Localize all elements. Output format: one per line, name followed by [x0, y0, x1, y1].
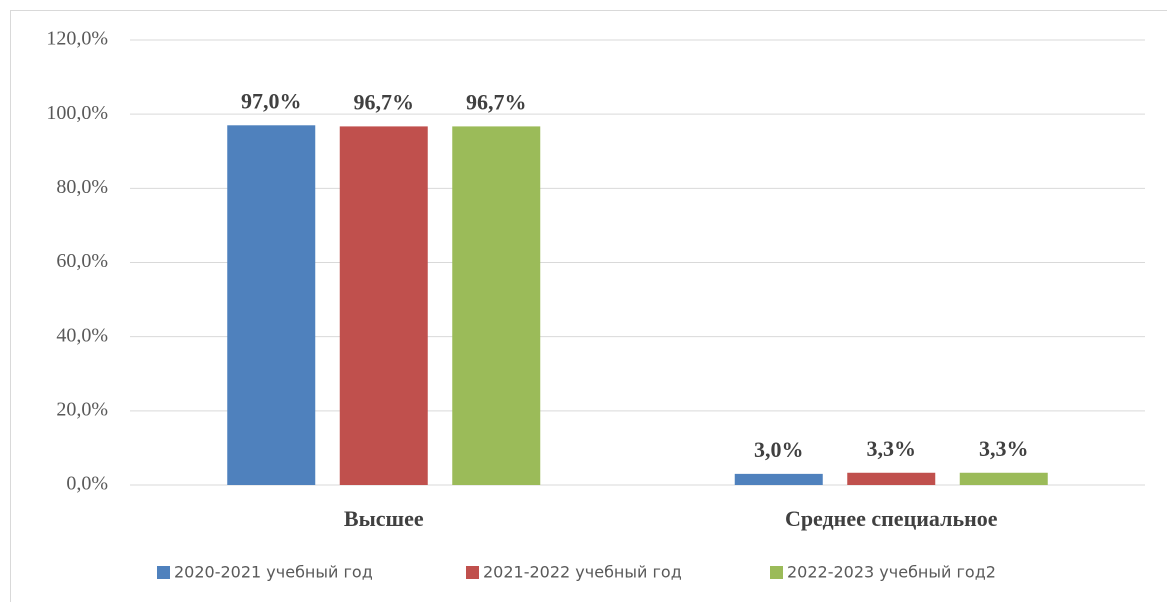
bar — [339, 126, 428, 485]
legend-label: 2022-2023 учебный год2 — [787, 563, 996, 582]
chart-frame — [10, 10, 1167, 602]
legend-swatch — [770, 566, 783, 579]
data-label: 96,7% — [354, 89, 415, 114]
y-tick-label: 120,0% — [46, 28, 108, 50]
legend-swatch — [466, 566, 479, 579]
data-label: 97,0% — [241, 88, 302, 113]
x-tick-label: Высшее — [344, 506, 424, 531]
bar — [959, 472, 1048, 485]
y-tick-label: 40,0% — [56, 324, 108, 346]
bar — [452, 126, 541, 485]
data-label: 3,0% — [754, 437, 804, 462]
y-tick-label: 0,0% — [66, 473, 108, 495]
data-label: 3,3% — [979, 436, 1029, 461]
legend-label: 2020-2021 учебный год — [174, 563, 373, 582]
y-tick-label: 20,0% — [56, 398, 108, 420]
y-tick-label: 60,0% — [56, 250, 108, 272]
bar — [847, 472, 936, 485]
bar — [734, 473, 823, 485]
y-tick-label: 80,0% — [56, 176, 108, 198]
x-tick-label: Среднее специальное — [785, 506, 998, 531]
legend-swatch — [157, 566, 170, 579]
legend-label: 2021-2022 учебный год — [483, 563, 682, 582]
bar — [227, 125, 316, 486]
data-label: 96,7% — [466, 89, 527, 114]
data-label: 3,3% — [867, 436, 917, 461]
y-tick-label: 100,0% — [46, 102, 108, 124]
